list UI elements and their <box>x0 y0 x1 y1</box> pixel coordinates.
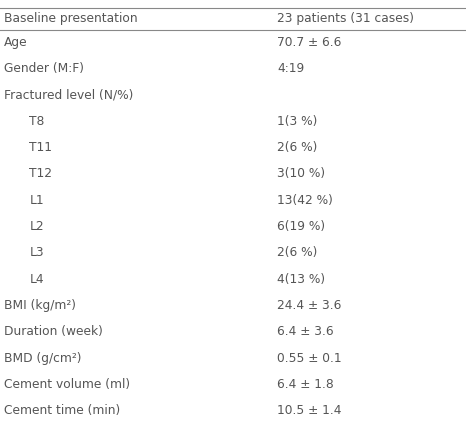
Text: T11: T11 <box>29 141 52 154</box>
Text: T12: T12 <box>29 167 52 181</box>
Text: Cement time (min): Cement time (min) <box>4 404 120 417</box>
Text: 23 patients (31 cases): 23 patients (31 cases) <box>277 12 414 25</box>
Text: Duration (week): Duration (week) <box>4 325 103 339</box>
Text: T8: T8 <box>29 115 45 128</box>
Text: Cement volume (ml): Cement volume (ml) <box>4 378 130 391</box>
Text: 10.5 ± 1.4: 10.5 ± 1.4 <box>277 404 342 417</box>
Text: Baseline presentation: Baseline presentation <box>4 12 137 25</box>
Text: Gender (M:F): Gender (M:F) <box>4 62 84 75</box>
Text: Fractured level (N/%): Fractured level (N/%) <box>4 88 133 102</box>
Text: 2(6 %): 2(6 %) <box>277 246 318 260</box>
Text: 13(42 %): 13(42 %) <box>277 194 333 207</box>
Text: 2(6 %): 2(6 %) <box>277 141 318 154</box>
Text: Age: Age <box>4 36 27 49</box>
Text: 1(3 %): 1(3 %) <box>277 115 318 128</box>
Text: 4(13 %): 4(13 %) <box>277 273 325 286</box>
Text: 6.4 ± 1.8: 6.4 ± 1.8 <box>277 378 334 391</box>
Text: BMI (kg/m²): BMI (kg/m²) <box>4 299 76 312</box>
Text: L3: L3 <box>29 246 44 260</box>
Text: L2: L2 <box>29 220 44 233</box>
Text: L1: L1 <box>29 194 44 207</box>
Text: L4: L4 <box>29 273 44 286</box>
Text: 6.4 ± 3.6: 6.4 ± 3.6 <box>277 325 334 339</box>
Text: 6(19 %): 6(19 %) <box>277 220 325 233</box>
Text: BMD (g/cm²): BMD (g/cm²) <box>4 351 81 365</box>
Text: 3(10 %): 3(10 %) <box>277 167 325 181</box>
Text: 70.7 ± 6.6: 70.7 ± 6.6 <box>277 36 342 49</box>
Text: 0.55 ± 0.1: 0.55 ± 0.1 <box>277 351 342 365</box>
Text: 24.4 ± 3.6: 24.4 ± 3.6 <box>277 299 342 312</box>
Text: 4:19: 4:19 <box>277 62 304 75</box>
